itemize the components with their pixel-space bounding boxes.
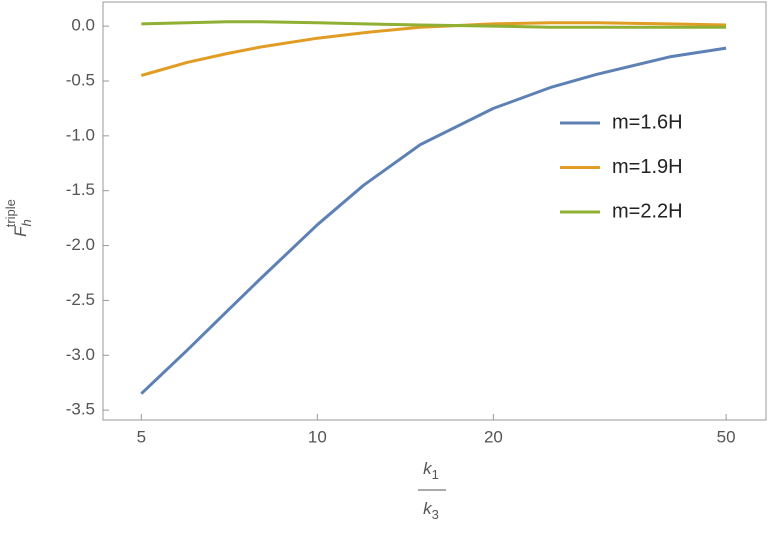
series-line [141, 20, 727, 29]
legend-label: m=2.2H [612, 200, 683, 222]
x-label-den-base: k [423, 499, 433, 518]
y-tick-label: -2.5 [66, 290, 95, 309]
y-axis-label: Fhtriple [3, 199, 34, 237]
y-label-sub: h [19, 219, 34, 226]
x-tick-label: 10 [308, 427, 327, 446]
x-label-denominator: k3 [423, 499, 439, 522]
legend-label: m=1.6H [612, 111, 683, 133]
y-tick-label: 0.0 [71, 16, 95, 35]
y-tick-label: -2.0 [66, 235, 95, 254]
y-tick-label: -1.5 [66, 180, 95, 199]
x-label-numerator: k1 [423, 459, 439, 482]
x-label-num-sub: 1 [432, 467, 439, 482]
y-label-sup: triple [3, 199, 18, 227]
x-tick-label: 5 [137, 427, 146, 446]
y-tick-label: -3.0 [66, 345, 95, 364]
x-label-num-base: k [423, 459, 433, 478]
y-tick-label: -1.0 [66, 125, 95, 144]
y-label-base: F [11, 225, 30, 237]
y-tick-label: -3.5 [66, 400, 95, 419]
x-tick-label: 50 [717, 427, 736, 446]
plot-frame [102, 1, 767, 421]
legend-label: m=1.9H [612, 156, 683, 178]
series-line [140, 21, 727, 77]
x-tick-label: 20 [484, 427, 503, 446]
series-line [140, 46, 727, 395]
y-tick-label: -0.5 [66, 70, 95, 89]
x-label-den-sub: 3 [432, 507, 439, 522]
